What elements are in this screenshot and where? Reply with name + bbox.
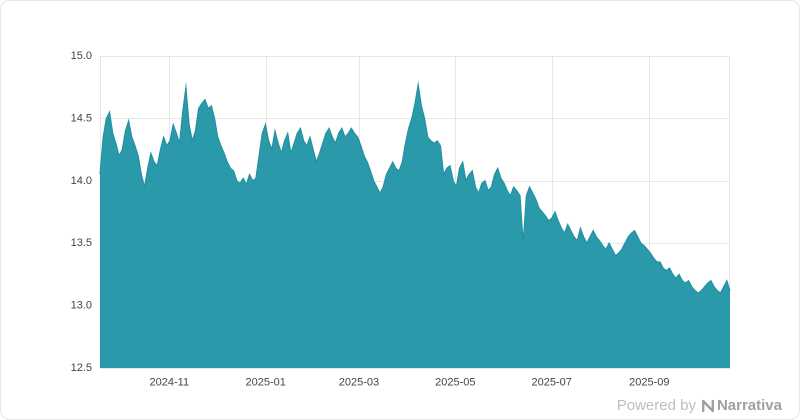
narrativa-brand: Narrativa bbox=[701, 397, 782, 414]
narrativa-logo-icon bbox=[701, 399, 714, 412]
brand-name: Narrativa bbox=[716, 397, 782, 414]
watermark: Powered by Narrativa bbox=[617, 397, 782, 414]
powered-by-label: Powered by bbox=[616, 397, 696, 414]
